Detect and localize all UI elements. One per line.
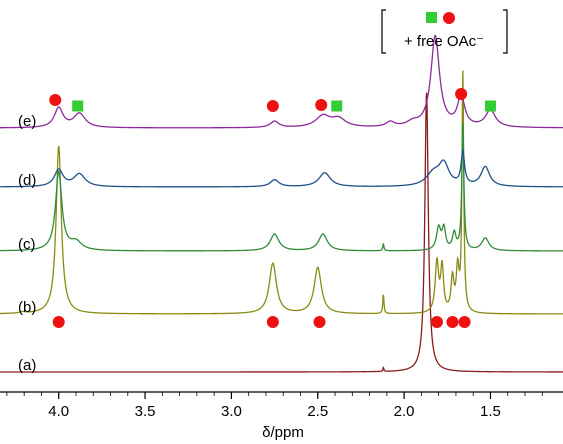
trace-label: (c): [18, 236, 36, 253]
spectrum-trace-e: [0, 34, 563, 129]
bracket-right: [503, 9, 508, 54]
x-tick-label: 4.0: [48, 403, 69, 420]
trace-label: (b): [18, 299, 36, 316]
x-axis-ticks: 4.0 3.5 3.0 2.5 2.0 1.5: [6, 392, 543, 420]
circle-marker: [313, 316, 326, 328]
square-marker: [484, 100, 496, 112]
spectrum-trace-d: [0, 148, 563, 188]
spectrum-trace-b: [0, 70, 563, 315]
circle-marker: [430, 316, 443, 328]
trace-labels: (a) (b) (c) (d) (e): [18, 113, 36, 374]
bracket-square-marker: [426, 12, 437, 23]
peak-markers: [49, 88, 496, 328]
square-marker: [331, 100, 343, 112]
x-tick-label: 2.0: [394, 403, 415, 420]
trace-label: (e): [18, 113, 36, 130]
bracket-text: + free OAc⁻: [404, 33, 484, 50]
x-axis: 4.0 3.5 3.0 2.5 2.0 1.5 δ/ppm: [0, 391, 563, 441]
circle-marker: [52, 316, 65, 328]
circle-marker: [455, 88, 468, 100]
circle-marker: [458, 316, 471, 328]
bracket-circle-marker: [443, 12, 455, 24]
x-tick-label: 2.5: [307, 403, 328, 420]
bracket-left: [381, 9, 386, 54]
circle-marker: [266, 316, 279, 328]
spectrum-trace-a: [0, 92, 563, 373]
circle-marker: [49, 94, 62, 106]
spectrum-trace-c: [0, 123, 563, 252]
circle-marker: [315, 99, 328, 111]
x-tick-label: 3.0: [221, 403, 242, 420]
circle-marker: [446, 316, 459, 328]
x-axis-title: δ/ppm: [262, 424, 304, 441]
spectra-traces: [0, 34, 563, 373]
square-marker: [72, 100, 84, 112]
x-tick-label: 3.5: [135, 403, 156, 420]
trace-label: (d): [18, 172, 36, 189]
bracket-annotation: + free OAc⁻: [381, 9, 508, 54]
circle-marker: [266, 100, 279, 112]
x-tick-label: 1.5: [480, 403, 501, 420]
trace-label: (a): [18, 357, 36, 374]
